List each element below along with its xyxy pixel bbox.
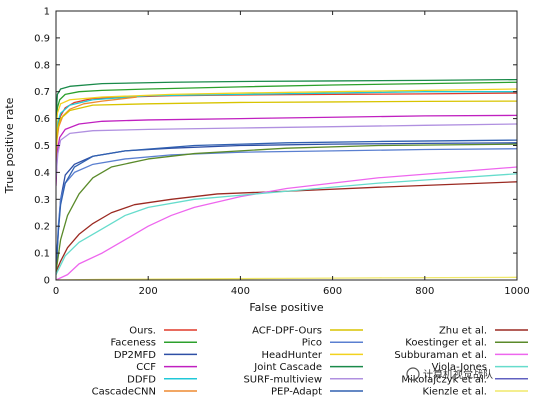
y-tick-label: 0.1 <box>34 249 50 260</box>
legend-label: CascadeCNN <box>92 387 156 398</box>
series-line-subburaman-et-al <box>56 166 517 280</box>
y-tick-label: 0.3 <box>34 195 50 206</box>
x-axis-label: False positive <box>249 301 323 314</box>
legend-label: DDFD <box>127 374 156 385</box>
y-tick-label: 0.2 <box>34 222 50 233</box>
legend-label: Zhu et al. <box>439 326 487 337</box>
legend-label: Subburaman et al. <box>394 350 487 361</box>
legend-label: CCF <box>136 362 156 373</box>
legend-label: Viola-Jones <box>432 362 487 373</box>
watermark-text: 计算机视觉战队 <box>423 368 493 381</box>
series-line-surf-multiview <box>56 123 517 178</box>
legend-label: Ours. <box>129 326 156 337</box>
y-tick-label: 1 <box>44 7 50 18</box>
y-tick-label: 0.6 <box>34 114 50 125</box>
y-tick-label: 0.5 <box>34 141 50 152</box>
y-tick-label: 0.8 <box>34 60 50 71</box>
x-tick-label: 200 <box>139 286 158 297</box>
x-tick-label: 800 <box>415 286 434 297</box>
legend-label: HeadHunter <box>261 350 322 361</box>
y-axis-label: True positive rate <box>3 97 16 194</box>
x-tick-label: 600 <box>323 286 342 297</box>
series-line-ccf <box>56 114 517 186</box>
y-tick-label: 0.9 <box>34 33 50 44</box>
legend-label: DP2MFD <box>114 350 156 361</box>
watermark-icon <box>406 367 420 381</box>
x-tick-label: 400 <box>231 286 250 297</box>
series-line-acf-dpf-ours <box>56 100 517 151</box>
legend-label: Kienzle et al. <box>422 387 487 398</box>
series-line-pep-adapt <box>56 139 517 272</box>
legend-label: ACF-DPF-Ours <box>252 326 322 337</box>
series-line-faceness <box>56 81 517 133</box>
legend-label: PEP-Adapt <box>271 387 322 398</box>
legend-label: Mikolajczyk et al. <box>401 374 487 385</box>
ticks-layer: 0 0.1 0.2 0.3 0.4 0.5 0.6 0.7 0.8 0.9 1 0 200 400 600 8… <box>34 7 530 298</box>
legend-label: Joint Cascade <box>253 362 322 373</box>
legend-label: SURF-multiview <box>243 374 322 385</box>
y-tick-label: 0.4 <box>34 168 50 179</box>
series-line-viola-jones <box>56 173 517 275</box>
legend-label: Faceness <box>110 338 156 349</box>
series-line-zhu-et-al <box>56 181 517 273</box>
series-line-headhunter <box>56 88 517 133</box>
x-tick-label: 0 <box>53 286 59 297</box>
x-tick-label: 1000 <box>504 286 529 297</box>
y-tick-label: 0 <box>44 276 50 287</box>
legend-label: Pico <box>302 338 322 349</box>
legend-label: Koestinger et al. <box>405 338 487 349</box>
series-line-koestinger-et-al <box>56 143 517 273</box>
watermark: 计算机视觉战队 <box>406 367 493 381</box>
series-layer <box>56 78 517 280</box>
y-tick-label: 0.7 <box>34 87 50 98</box>
